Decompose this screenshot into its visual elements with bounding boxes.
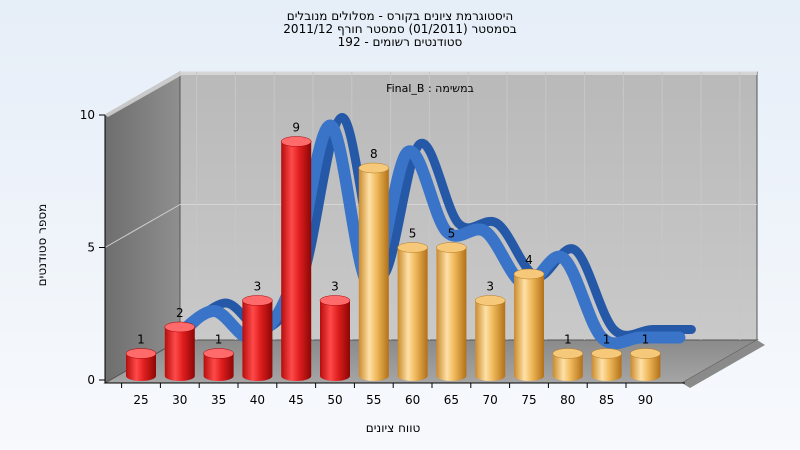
- title-line-1: היסטוגרמת ציונים בקורס - מסלולים מנובלים: [286, 9, 514, 23]
- bar: 3: [474, 280, 506, 382]
- x-axis-label: טווח ציונים: [366, 421, 421, 435]
- title-line-2: בסמסטר (01/2011) סמסטר חורף 2011/12: [283, 22, 517, 36]
- bar-top: [125, 348, 157, 359]
- curve-ribbon: [169, 119, 686, 350]
- data-label: 3: [331, 280, 339, 294]
- bar: 1: [552, 333, 584, 382]
- x-tick-label: 80: [560, 393, 575, 407]
- bar-top: [203, 348, 234, 359]
- data-label: 1: [564, 333, 572, 347]
- bar: 5: [436, 227, 467, 382]
- bar-body: [397, 247, 428, 382]
- bar-body: [552, 353, 583, 382]
- bar-top: [436, 242, 467, 253]
- bar-body: [203, 353, 234, 382]
- bar-top: [358, 162, 390, 174]
- data-label: 2: [176, 306, 184, 320]
- y-tick-label: 10: [80, 108, 95, 122]
- data-label: 5: [448, 227, 456, 241]
- bar-top: [397, 242, 428, 253]
- bar: 1: [203, 333, 234, 382]
- chart-title: היסטוגרמת ציונים בקורס - מסלולים מנובלים…: [0, 10, 800, 49]
- bar-body: [320, 300, 350, 381]
- bar-top: [164, 321, 196, 333]
- x-tick-label: 25: [133, 393, 148, 407]
- chart-subtitle: Final_B : במשימה: [386, 82, 474, 95]
- x-tick-label: 50: [327, 393, 342, 407]
- bar-body: [630, 353, 661, 382]
- bar-body: [475, 300, 506, 382]
- x-tick-label: 35: [211, 393, 226, 407]
- bar: 2: [164, 306, 196, 382]
- bar: 1: [630, 333, 661, 382]
- bar: 1: [125, 333, 157, 381]
- x-tick-label: 75: [521, 393, 536, 407]
- x-tick-label: 65: [444, 393, 459, 407]
- bar-body: [436, 247, 467, 382]
- x-tick-label: 60: [405, 393, 420, 407]
- bar-body: [514, 274, 544, 381]
- bar-top: [474, 295, 506, 306]
- right-edge: [682, 340, 765, 388]
- data-label: 4: [525, 253, 533, 267]
- data-label: 3: [486, 280, 494, 294]
- bar-body: [126, 353, 156, 381]
- x-tick-label: 90: [638, 393, 653, 407]
- x-tick-label: 45: [289, 393, 304, 407]
- data-label: 8: [370, 147, 378, 161]
- bar: 5: [397, 227, 428, 382]
- bar-body: [358, 168, 389, 382]
- bar-top: [242, 295, 273, 306]
- bar-top: [630, 348, 661, 359]
- bar: 3: [319, 280, 351, 381]
- bar-top: [280, 136, 312, 147]
- x-tick-label: 40: [250, 393, 265, 407]
- bar: 4: [513, 253, 545, 381]
- data-label: 1: [603, 333, 611, 347]
- data-label: 9: [292, 121, 300, 135]
- data-label: 3: [254, 280, 262, 294]
- grid-line-side: [104, 71, 181, 116]
- y-tick-label: 5: [87, 241, 95, 255]
- data-label: 5: [409, 227, 417, 241]
- y-axis-label: מספר סטודנטים: [35, 204, 49, 287]
- bar-body: [242, 300, 273, 382]
- bar-top: [552, 348, 584, 359]
- bar: 3: [242, 280, 273, 382]
- title-line-3: סטודנטים רשומים - 192: [337, 35, 463, 49]
- bar-body: [591, 353, 622, 382]
- bar-top: [513, 268, 545, 280]
- bar-body: [281, 141, 312, 382]
- grid-line-side: [104, 204, 181, 248]
- data-label: 1: [642, 333, 650, 347]
- bar: 1: [591, 333, 622, 382]
- bars: 1 2 1 3 9 3 8 5 5 3 4 1 1 1: [125, 121, 661, 382]
- bar-top: [591, 348, 622, 359]
- x-tick-label: 85: [599, 393, 614, 407]
- bar-body: [164, 327, 195, 382]
- bar: 8: [358, 147, 390, 382]
- data-label: 1: [137, 333, 145, 347]
- data-label: 1: [215, 333, 223, 347]
- bar-top: [319, 295, 351, 306]
- y-tick-label: 0: [87, 373, 95, 387]
- x-tick-label: 55: [366, 393, 381, 407]
- x-tick-label: 70: [483, 393, 498, 407]
- bar: 9: [280, 121, 312, 382]
- x-tick-label: 30: [172, 393, 187, 407]
